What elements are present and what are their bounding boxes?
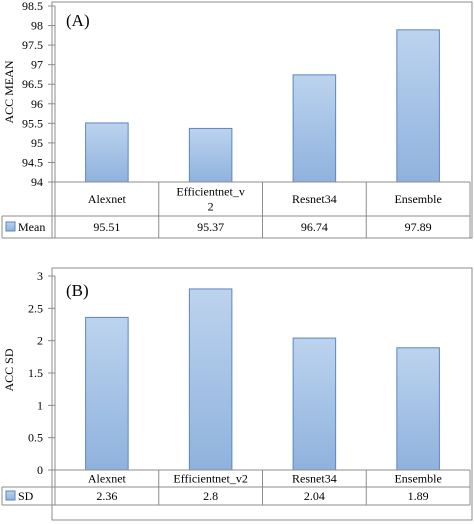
panel-a-data-table: Alexnet Efficientnet_v2 Resnet34 Ensemble Me…	[1, 181, 471, 239]
y-tick-label: 95	[31, 136, 43, 150]
table-value: 2.36	[96, 489, 117, 503]
x-category-label: Ensemble	[394, 472, 441, 486]
panel-b-y-ticks: 0 0.5 1 1.5 2 2.5 3	[28, 269, 56, 477]
y-tick-label: 96.5	[22, 77, 43, 91]
table-value: 2.04	[304, 489, 325, 503]
y-tick-label: 0.5	[28, 431, 43, 445]
x-category-label: Alexnet	[88, 192, 127, 206]
bar-ensemble	[396, 29, 440, 183]
chart-panel-b: (B) ACC SD 0 0.5 1 1.5 2 2.5 3 Alexnet Efficien…	[1, 267, 473, 521]
table-value: 96.74	[301, 220, 328, 234]
y-tick-label: 1.5	[28, 366, 43, 380]
x-category-label: Ensemble	[394, 192, 441, 206]
y-tick-label: 2.5	[28, 301, 43, 315]
panel-b-data-table: Alexnet Efficientnet_v2 Resnet34 Ensemble SD…	[1, 469, 471, 506]
y-tick-label: 97	[31, 58, 43, 72]
chart-panel-a: (A) ACC MEAN 9494.59595.59696.59797.5989…	[1, 0, 473, 239]
y-tick-label: 94	[31, 175, 43, 189]
x-category-label: Efficientnet_v	[176, 185, 244, 199]
y-tick-label: 3	[37, 269, 43, 283]
table-value: 1.89	[408, 489, 429, 503]
table-value: 2.8	[203, 489, 218, 503]
bar-efficientnet-v2	[188, 288, 233, 471]
y-tick-label: 1	[37, 398, 43, 412]
legend-series-name: SD	[18, 489, 34, 503]
panel-b-frame	[51, 267, 473, 521]
y-tick-label: 95.5	[22, 116, 43, 130]
panel-a-bars	[85, 29, 440, 183]
y-tick-label: 2	[37, 334, 43, 348]
legend-series-name: Mean	[18, 220, 45, 234]
bar-resnet34	[292, 74, 337, 183]
x-category-label: Resnet34	[292, 192, 337, 206]
legend-key-swatch	[5, 221, 16, 232]
y-tick-label: 98.5	[22, 0, 43, 13]
y-tick-label: 97.5	[22, 38, 43, 52]
x-category-label: Efficientnet_v2	[173, 472, 247, 486]
panel-b-y-axis-label: ACC SD	[2, 348, 16, 391]
bar-ensemble	[396, 347, 440, 471]
table-value: 95.37	[197, 220, 224, 234]
panel-b-title: (B)	[66, 281, 89, 300]
bar-efficientnet-v2	[188, 127, 233, 183]
x-category-label: 2	[208, 200, 214, 214]
panel-b-bars	[85, 288, 440, 471]
y-tick-label: 96	[31, 97, 43, 111]
x-category-label: Resnet34	[292, 472, 337, 486]
table-value: 97.89	[405, 220, 432, 234]
bar-resnet34	[292, 337, 337, 471]
bar-alexnet	[85, 316, 129, 471]
panel-a-title: (A)	[66, 11, 90, 30]
legend-key-swatch	[5, 490, 16, 501]
y-tick-label: 0	[37, 463, 43, 477]
panel-a-y-ticks: 94 94.5 95 95.5 96 96.5 97 97.5 98 98.5	[22, 0, 56, 189]
y-tick-label: 98	[31, 19, 43, 33]
panel-a-y-axis-label: ACC MEAN	[2, 60, 16, 123]
y-tick-label: 94.5	[22, 155, 43, 169]
table-value: 95.51	[93, 220, 120, 234]
bar-alexnet	[85, 122, 129, 183]
x-category-label: Alexnet	[88, 472, 127, 486]
